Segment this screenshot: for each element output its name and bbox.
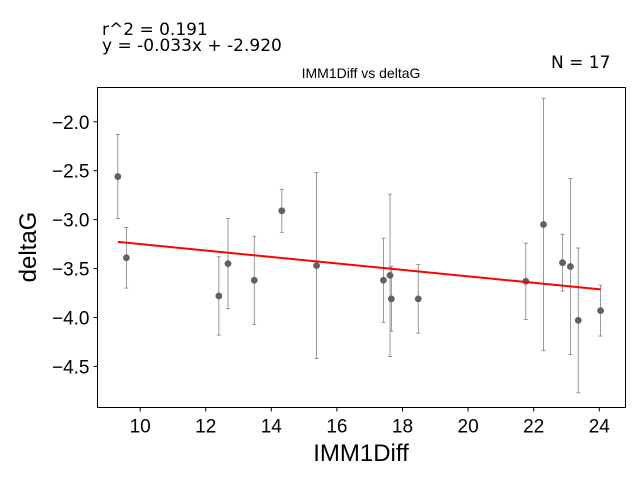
x-axis: 10 12 14 16 18 20 22 24	[130, 407, 611, 438]
x-tick-label: 16	[326, 417, 347, 438]
data-point	[540, 221, 547, 228]
data-point	[313, 262, 320, 270]
data-point	[278, 207, 286, 215]
chart-title: IMM1Diff vs deltaG	[302, 65, 421, 81]
data-point	[559, 259, 566, 267]
data-point	[380, 276, 387, 284]
regression-equation-annotation: y = -0.033x + -2.920	[102, 36, 282, 56]
x-tick-label: 10	[130, 417, 151, 438]
data-point	[597, 307, 604, 315]
data-point	[414, 295, 422, 303]
x-tick-label: 24	[589, 417, 611, 438]
x-tick-label: 12	[195, 417, 216, 438]
data-point	[387, 295, 395, 303]
y-tick-label: −3.0	[52, 211, 90, 232]
data-point	[224, 260, 232, 268]
plot-area	[114, 97, 604, 394]
sample-count-annotation: N = 17	[551, 53, 611, 73]
data-point	[567, 263, 574, 270]
data-point	[122, 254, 130, 262]
x-tick-label: 20	[458, 417, 479, 438]
r-squared-annotation: r^2 = 0.191	[102, 20, 208, 40]
y-tick-label: −3.5	[52, 260, 90, 281]
y-tick-label: −4.5	[52, 357, 90, 378]
y-tick-label: −2.5	[52, 162, 90, 183]
x-tick-label: 14	[261, 417, 283, 438]
plot-frame	[97, 87, 626, 408]
y-axis-label: deltaG	[15, 212, 42, 283]
regression-line	[117, 240, 601, 291]
x-axis-label: IMM1Diff	[313, 440, 409, 467]
y-axis: −4.5 −4.0 −3.5 −3.0 −2.5 −2.0	[52, 113, 98, 378]
data-point	[574, 317, 582, 324]
x-tick-label: 18	[392, 417, 413, 438]
y-tick-label: −4.0	[52, 308, 90, 329]
x-tick-label: 22	[523, 417, 544, 438]
data-point	[114, 173, 122, 180]
data-point	[250, 276, 258, 284]
data-point	[386, 271, 394, 279]
y-tick-label: −2.0	[52, 113, 90, 134]
data-point	[215, 292, 223, 300]
